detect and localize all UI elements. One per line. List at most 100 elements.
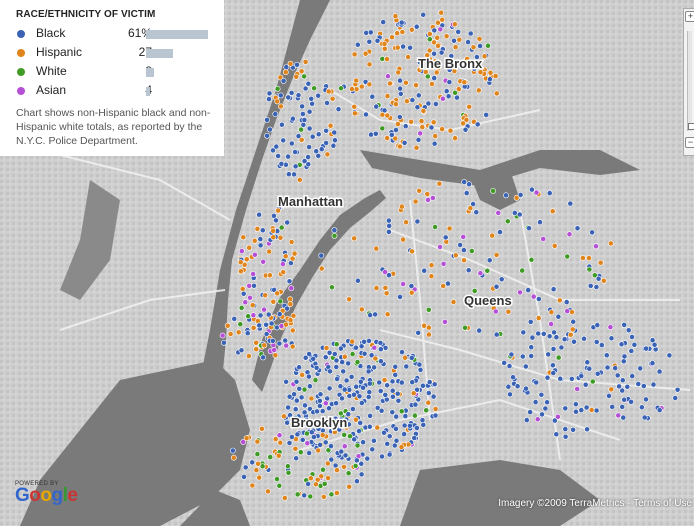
victim-dot: [377, 346, 384, 353]
legend-value: 27: [104, 45, 152, 59]
victim-dot: [275, 452, 282, 459]
victim-dot: [442, 234, 449, 241]
victim-dot: [318, 252, 325, 259]
victim-dot: [534, 416, 541, 423]
victim-dot: [266, 96, 272, 102]
victim-dot: [353, 478, 360, 485]
victim-dot: [257, 312, 264, 319]
victim-dot: [250, 324, 257, 331]
victim-dot: [591, 272, 598, 279]
zoom-slider-track[interactable]: [687, 31, 694, 131]
victim-dot: [341, 353, 348, 360]
victim-dot: [386, 451, 393, 458]
victim-dot: [558, 344, 565, 351]
victim-dot: [324, 151, 331, 158]
victim-dot: [287, 412, 293, 419]
victim-dot: [318, 146, 325, 153]
victim-dot: [570, 318, 577, 325]
victim-dot: [425, 306, 432, 313]
victim-dot: [331, 232, 338, 239]
victim-dot: [367, 29, 374, 36]
legend-dot: [17, 30, 25, 38]
victim-dot: [338, 85, 344, 92]
legend-bar: [146, 30, 208, 39]
imagery-copyright[interactable]: Imagery ©2009 TerraMetrics - Terms of Us…: [498, 498, 692, 509]
victim-dot: [477, 270, 484, 277]
victim-dot: [490, 187, 496, 194]
victim-dot: [319, 432, 326, 438]
victim-dot: [326, 405, 332, 412]
victim-dot: [628, 398, 634, 405]
victim-dot: [249, 482, 256, 489]
victim-dot: [333, 364, 340, 370]
victim-dot: [462, 324, 468, 331]
victim-dot: [516, 211, 523, 218]
victim-dot: [298, 68, 305, 75]
zoom-control[interactable]: + −: [683, 8, 694, 156]
upper-bay: [20, 360, 250, 526]
google-wordmark: Google: [15, 485, 78, 506]
victim-dot: [513, 194, 520, 201]
victim-dot: [608, 335, 615, 342]
victim-dot: [420, 11, 427, 18]
victim-dot: [255, 460, 261, 467]
victim-dot: [283, 321, 289, 328]
victim-dot: [594, 370, 601, 377]
victim-dot: [643, 345, 649, 352]
victim-dot: [392, 371, 399, 378]
victim-dot: [263, 321, 269, 328]
victim-dot: [392, 135, 399, 142]
victim-dot: [413, 144, 420, 151]
victim-dot: [270, 147, 276, 154]
victim-dot: [348, 86, 355, 92]
victim-dot: [409, 379, 416, 386]
east-river: [252, 190, 386, 392]
victim-dot: [308, 395, 315, 402]
victim-dot: [588, 407, 595, 413]
victim-dot: [320, 493, 327, 500]
victim-dot: [462, 126, 469, 133]
victim-dot: [261, 342, 268, 349]
victim-dot: [348, 373, 355, 380]
victim-dot: [506, 363, 513, 369]
victim-dot: [371, 344, 378, 351]
victim-dot: [466, 61, 473, 68]
victim-dot: [649, 337, 656, 344]
victim-dot: [305, 154, 311, 160]
victim-dot: [366, 389, 373, 395]
google-logo[interactable]: POWERED BY Google: [15, 481, 78, 507]
victim-dot: [435, 43, 441, 49]
victim-dot: [360, 439, 366, 446]
victim-dot: [394, 121, 401, 127]
victim-dot: [327, 122, 334, 129]
victim-dot: [285, 469, 292, 476]
victim-dot: [381, 429, 387, 436]
victim-dot: [446, 57, 453, 64]
victim-dot: [532, 399, 539, 405]
victim-dot: [270, 234, 277, 241]
victim-dot: [550, 346, 557, 352]
victim-dot: [413, 425, 420, 431]
victim-dot: [621, 353, 628, 360]
victim-dot: [283, 342, 290, 349]
victim-dot: [366, 38, 373, 45]
victim-dot: [486, 76, 493, 83]
victim-dot: [296, 385, 303, 392]
victim-dot: [333, 357, 340, 364]
victim-dot: [265, 488, 271, 495]
victim-dot: [584, 426, 590, 433]
victim-dot: [358, 343, 365, 350]
victim-dot: [220, 339, 227, 346]
victim-dot: [629, 334, 635, 340]
victim-dot: [446, 79, 453, 85]
victim-dot: [249, 459, 256, 466]
victim-dot: [365, 394, 372, 400]
zoom-slider-thumb[interactable]: [688, 123, 694, 130]
victim-dot: [631, 341, 638, 348]
victim-dot: [295, 92, 302, 99]
victim-dot: [403, 363, 410, 370]
zoom-out-button[interactable]: −: [685, 137, 694, 148]
victim-dot: [265, 311, 272, 318]
zoom-in-button[interactable]: +: [685, 11, 694, 22]
